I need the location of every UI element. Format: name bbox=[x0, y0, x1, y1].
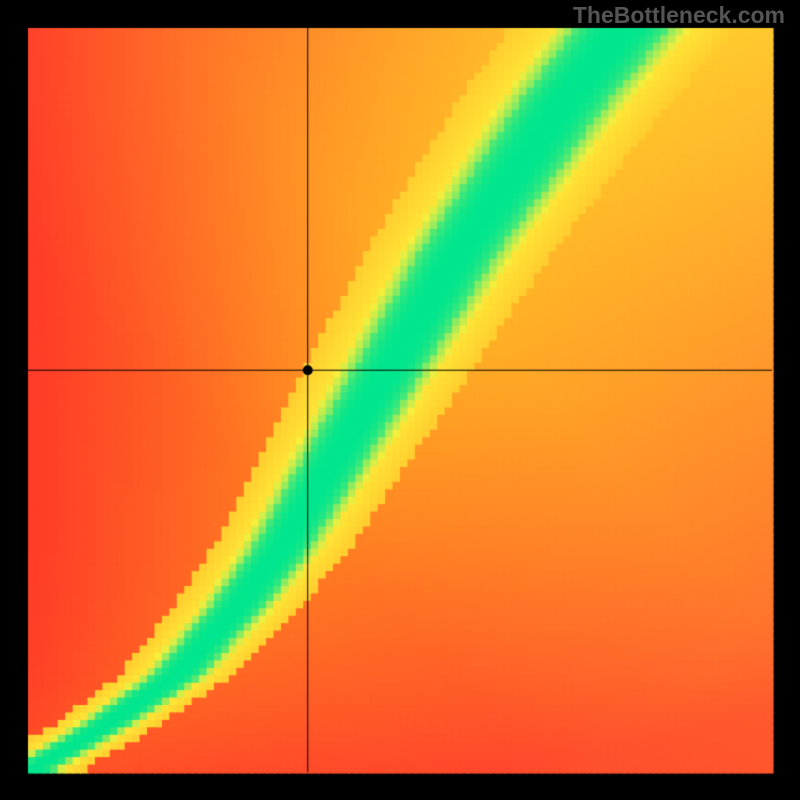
chart-container: { "watermark": { "text": "TheBottleneck.… bbox=[0, 0, 800, 800]
crosshair-overlay bbox=[0, 0, 800, 800]
